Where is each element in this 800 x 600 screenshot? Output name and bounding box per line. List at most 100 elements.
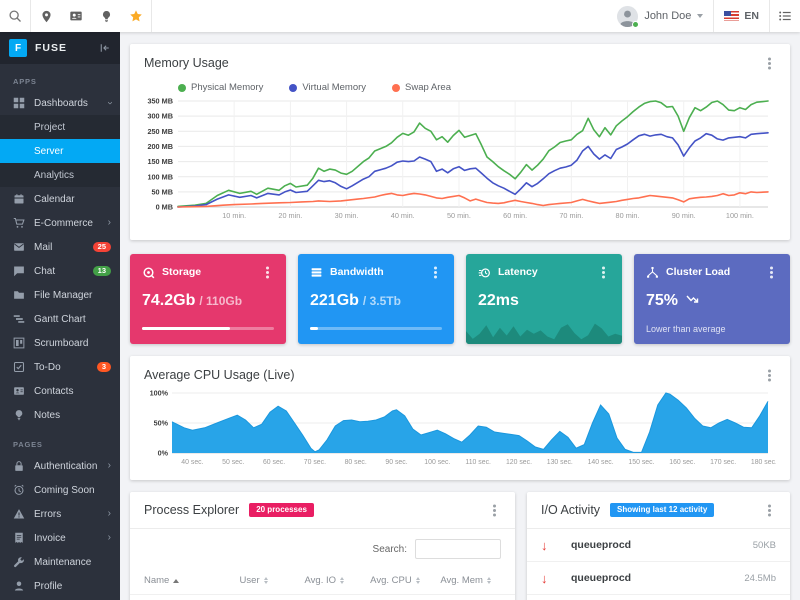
main-content: Memory Usage Physical Memory Virtual Memo… xyxy=(120,32,800,600)
io-activity-row[interactable]: ↓ queueprocd 24.5Mb xyxy=(527,562,790,595)
column-label: Name xyxy=(144,575,170,586)
sidebar-item-scrumboard[interactable]: Scrumboard xyxy=(0,331,120,355)
us-flag-icon xyxy=(724,11,740,21)
language-selector[interactable]: EN xyxy=(714,0,769,32)
process-explorer-card: Process Explorer 20 processes Search: Na… xyxy=(130,492,515,600)
shortcut-pin-icon[interactable] xyxy=(31,0,61,32)
chevron-right-icon: › xyxy=(107,217,111,228)
process-explorer-menu-button[interactable] xyxy=(487,503,501,517)
sidebar-item-label: Maintenance xyxy=(34,556,92,568)
cpu-usage-title: Average CPU Usage (Live) xyxy=(144,368,295,382)
svg-text:70 min.: 70 min. xyxy=(559,211,583,220)
chevron-right-icon: › xyxy=(107,460,111,471)
svg-text:200 MB: 200 MB xyxy=(147,142,173,151)
shortcut-star-icon[interactable] xyxy=(121,0,151,32)
sidebar-item-label: Mail xyxy=(34,241,53,253)
sidebar-item-coming-soon[interactable]: Coming Soon xyxy=(0,478,120,502)
sidebar-item-label: E-Commerce xyxy=(34,217,93,229)
svg-text:140 sec.: 140 sec. xyxy=(588,459,614,466)
io-activity-row[interactable]: ↓ queueprocd 50KB xyxy=(527,529,790,562)
column-label: Avg. CPU xyxy=(370,575,412,586)
stat-total: / 3.5Tb xyxy=(362,294,401,308)
shortcut-contacts-icon[interactable] xyxy=(61,0,91,32)
memory-usage-chart: 0 MB 50 MB 100 MB 150 MB 200 MB 250 MB 300 MB 3… xyxy=(130,95,790,225)
stat-card-menu-button[interactable] xyxy=(260,265,274,279)
memory-card-menu-button[interactable] xyxy=(762,56,776,70)
sidebar-item-contacts[interactable]: Contacts xyxy=(0,379,120,403)
io-process-name: queueprocd xyxy=(571,539,632,551)
legend-item-virtual-memory[interactable]: Virtual Memory xyxy=(289,82,366,93)
sidebar-item-maintenance[interactable]: Maintenance xyxy=(0,550,120,574)
wrench-icon xyxy=(13,556,25,568)
process-table-header: Name User Avg. IO Avg. CPU Avg. Mem xyxy=(130,567,515,595)
latency-card: Latency 22ms xyxy=(466,254,622,344)
svg-text:250 MB: 250 MB xyxy=(147,127,173,136)
sidebar-item-label: Notes xyxy=(34,409,61,421)
stat-card-menu-button[interactable] xyxy=(764,265,778,279)
sidebar-item-to-do[interactable]: To-Do 3 xyxy=(0,355,120,379)
stat-cards-row: Storage 74.2Gb/ 110Gb Bandwidth 221Gb/ 3.5T… xyxy=(130,254,790,344)
sidebar-nav: APPS Dashboards › Project Server Analytics Cal… xyxy=(0,64,120,600)
sidebar-item-project[interactable]: Project xyxy=(34,121,66,133)
sidebar-item-gantt-chart[interactable]: Gantt Chart xyxy=(0,307,120,331)
stat-value: 22ms xyxy=(478,292,519,309)
quick-panel-toggle[interactable] xyxy=(770,0,800,32)
stat-card-menu-button[interactable] xyxy=(428,265,442,279)
sidebar-item-label: Scrumboard xyxy=(34,337,89,349)
svg-text:150 MB: 150 MB xyxy=(147,157,173,166)
cpu-card-menu-button[interactable] xyxy=(762,368,776,382)
sort-icon xyxy=(263,576,268,585)
svg-text:350 MB: 350 MB xyxy=(147,97,173,106)
svg-text:170 sec.: 170 sec. xyxy=(710,459,736,466)
memory-chart-legend: Physical Memory Virtual Memory Swap Area xyxy=(130,74,790,95)
search-button[interactable] xyxy=(0,0,30,32)
io-size: 50KB xyxy=(752,539,776,551)
column-header-avg-io[interactable]: Avg. IO xyxy=(289,575,360,586)
column-header-avg-mem[interactable]: Avg. Mem xyxy=(430,575,501,586)
io-process-name: queueprocd xyxy=(571,572,632,584)
sidebar-item-authentication[interactable]: Authentication › xyxy=(0,454,120,478)
stat-card-menu-button[interactable] xyxy=(596,265,610,279)
svg-text:50 sec.: 50 sec. xyxy=(222,459,244,466)
fuse-logo: F xyxy=(9,39,27,57)
sidebar-item-invoice[interactable]: Invoice › xyxy=(0,526,120,550)
svg-text:40 min.: 40 min. xyxy=(391,211,415,220)
io-activity-menu-button[interactable] xyxy=(762,503,776,517)
sidebar-item-notes[interactable]: Notes xyxy=(0,403,120,427)
sidebar-item-mail[interactable]: Mail 25 xyxy=(0,235,120,259)
legend-item-swap-area[interactable]: Swap Area xyxy=(392,82,451,93)
cpu-usage-card: Average CPU Usage (Live) 0% 50% 100% 40 sec… xyxy=(130,356,790,480)
sidebar-item-e-commerce[interactable]: E-Commerce › xyxy=(0,211,120,235)
legend-item-physical-memory[interactable]: Physical Memory xyxy=(178,82,263,93)
legend-dot xyxy=(289,83,298,92)
column-header-name[interactable]: Name xyxy=(144,575,218,586)
sidebar-item-analytics[interactable]: Analytics xyxy=(34,169,75,181)
divider xyxy=(769,0,770,32)
sidebar-item-server[interactable]: Server xyxy=(0,139,120,163)
svg-text:40 sec.: 40 sec. xyxy=(181,459,203,466)
stat-value: 74.2Gb xyxy=(142,292,196,309)
trending-down-icon xyxy=(686,295,699,303)
sidebar-item-profile[interactable]: Profile xyxy=(0,574,120,598)
sidebar-item-dashboards[interactable]: Dashboards › xyxy=(0,91,120,115)
process-search-input[interactable] xyxy=(415,539,501,559)
sidebar-header: F FUSE xyxy=(0,32,120,64)
sidebar-item-label: Errors xyxy=(34,508,62,520)
divider xyxy=(713,0,715,32)
sidebar-collapse-button[interactable] xyxy=(99,42,111,54)
sidebar-item-chat[interactable]: Chat 13 xyxy=(0,259,120,283)
stat-value: 221Gb xyxy=(310,292,359,309)
user-menu[interactable]: John Doe xyxy=(607,0,713,32)
sidebar-item-calendar[interactable]: Calendar xyxy=(0,187,120,211)
column-header-avg-cpu[interactable]: Avg. CPU xyxy=(360,575,431,586)
clock-icon xyxy=(13,484,25,496)
sidebar-item-errors[interactable]: Errors › xyxy=(0,502,120,526)
svg-text:100 sec.: 100 sec. xyxy=(424,459,450,466)
column-header-user[interactable]: User xyxy=(218,575,289,586)
sidebar-item-label: Contacts xyxy=(34,385,74,397)
latency-sparkline xyxy=(466,323,622,344)
svg-text:80 min.: 80 min. xyxy=(616,211,640,220)
sidebar-item-file-manager[interactable]: File Manager xyxy=(0,283,120,307)
download-arrow-icon: ↓ xyxy=(541,570,548,586)
shortcut-lightbulb-icon[interactable] xyxy=(91,0,121,32)
